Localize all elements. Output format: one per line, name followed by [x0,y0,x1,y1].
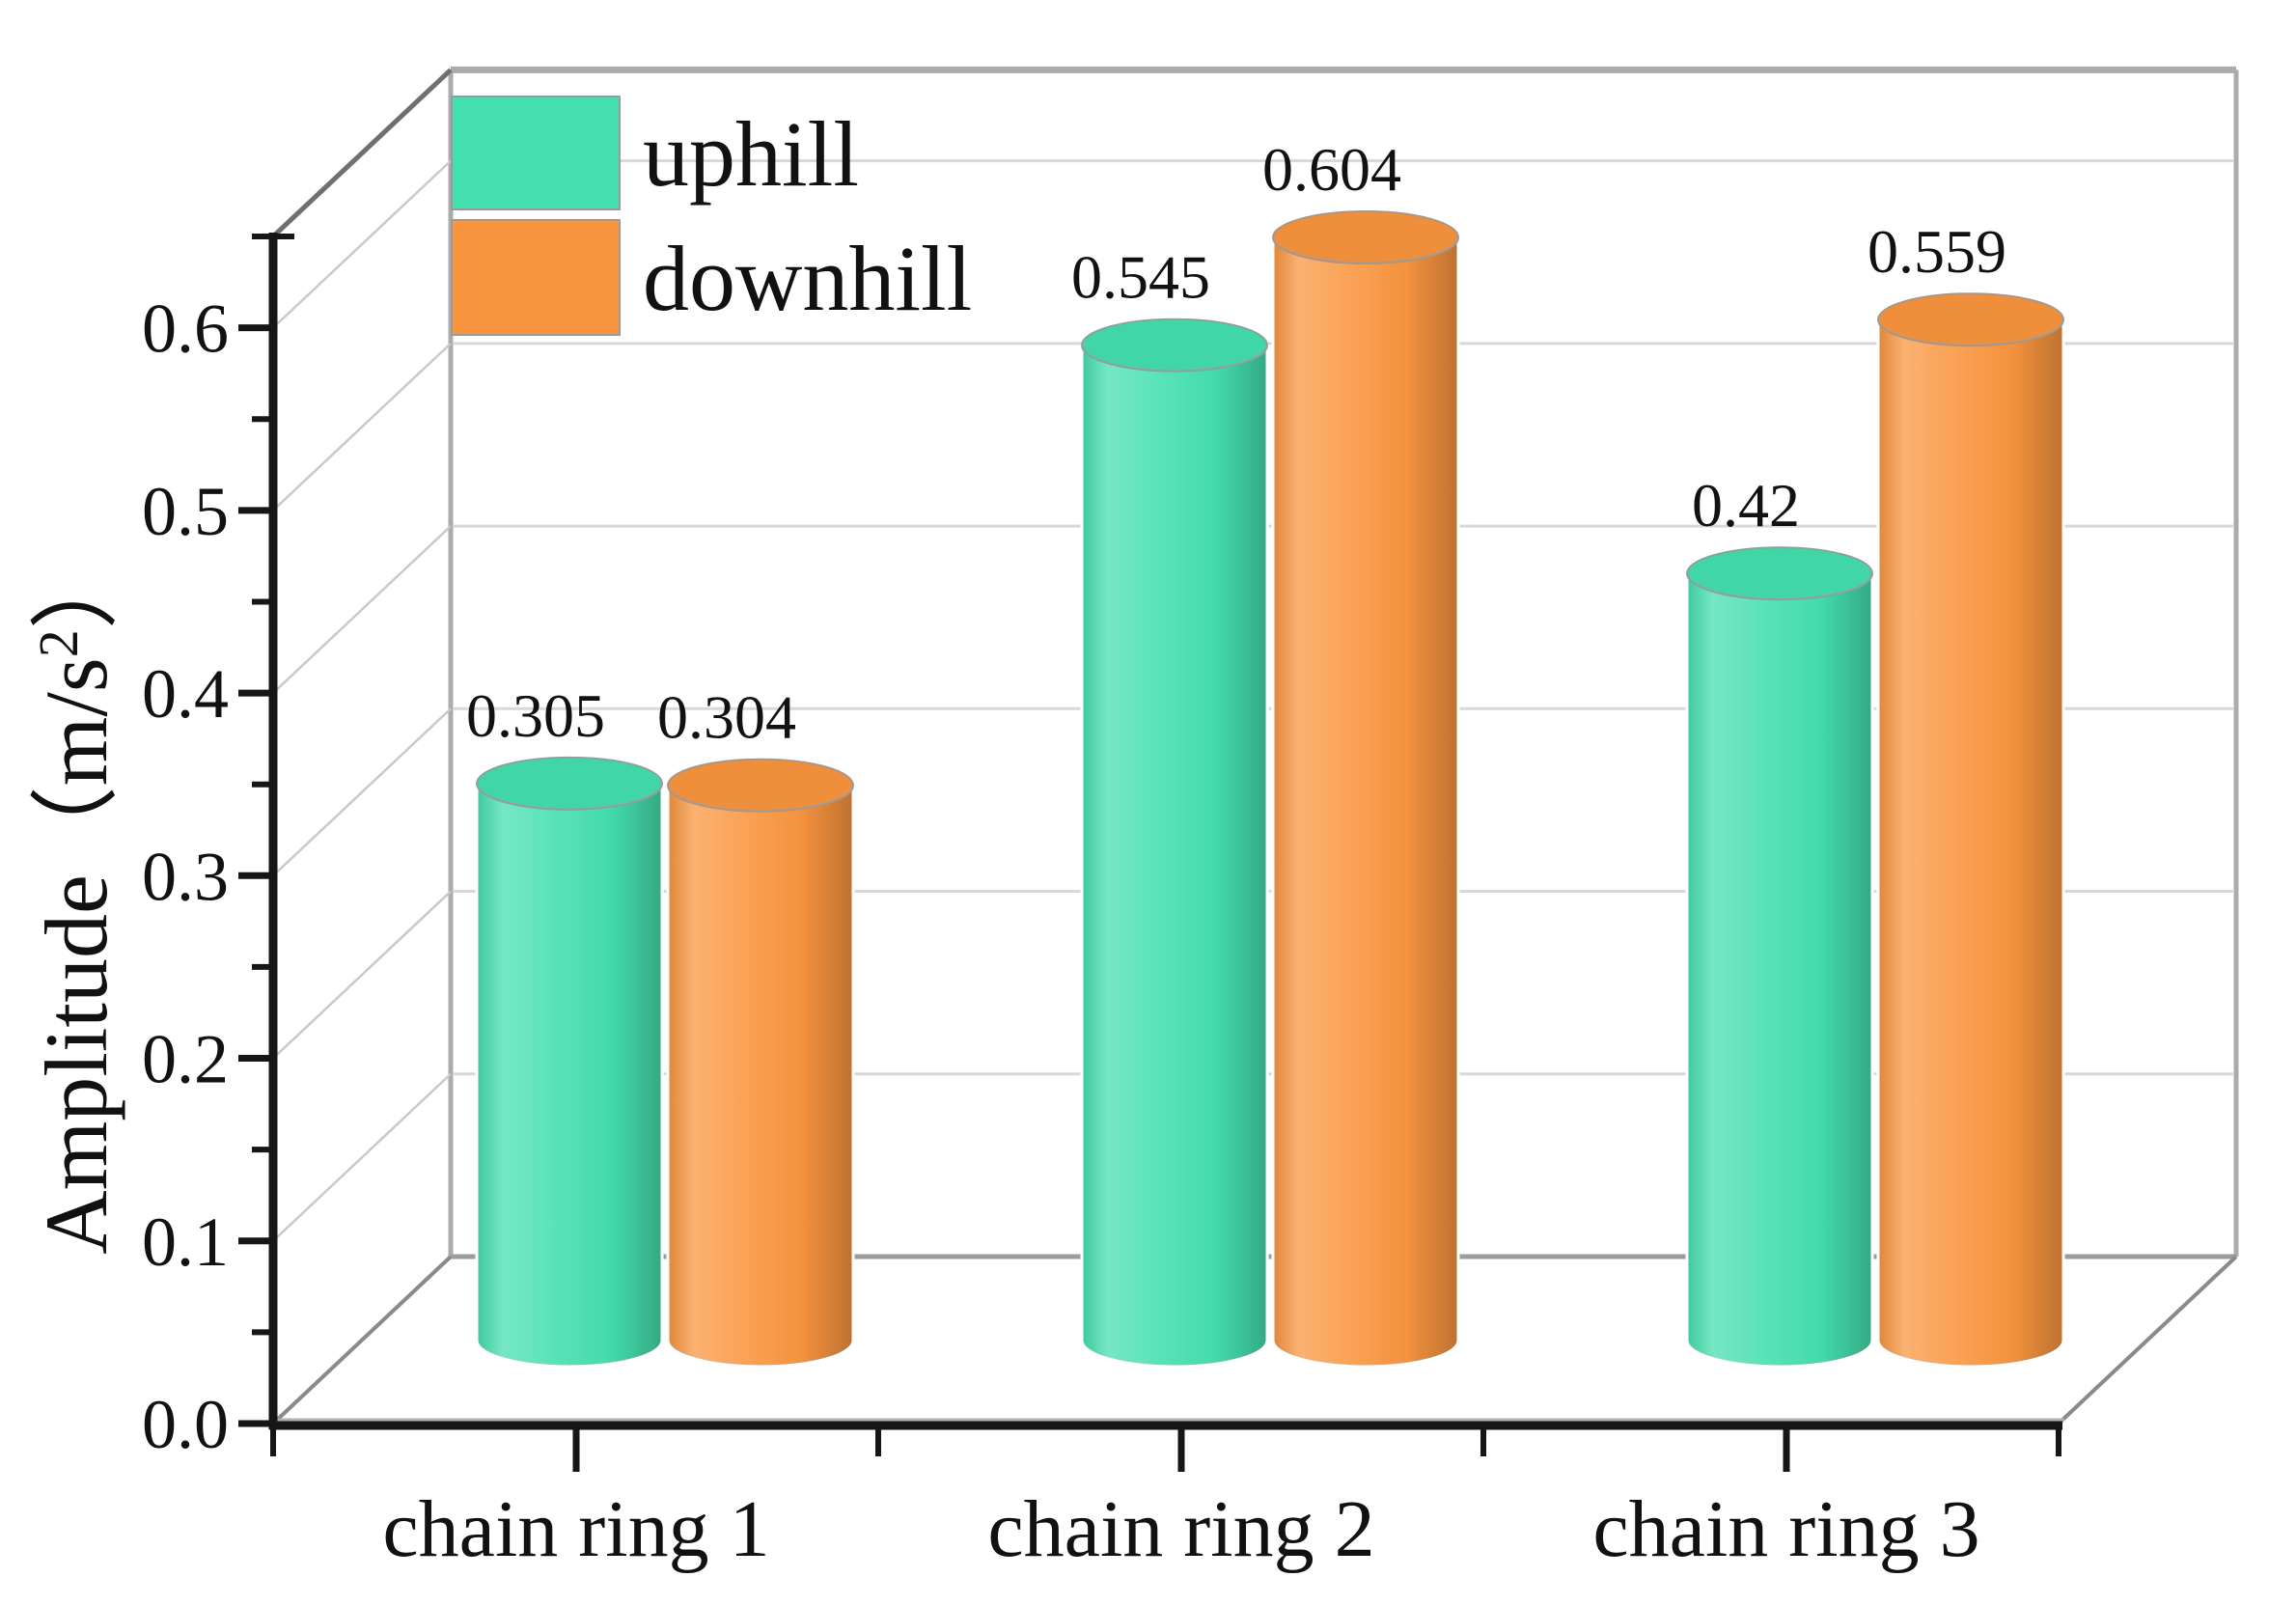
cylinder-top-downhill-1 [667,758,854,813]
value-label-uphill-3: 0.42 [1692,471,1800,540]
cylinder-top-downhill-3 [1877,292,2064,347]
perspective-line [272,342,452,512]
axes-layer [238,233,2062,1472]
perspective-line [272,1072,452,1242]
legend-label-downhill: downhill [643,227,972,330]
legend-swatch-downhill [451,219,621,336]
y-tick-label: 0.1 [142,1204,229,1281]
cylinder-bar-uphill-1 [475,782,664,1369]
legend-label-uphill: uphill [643,102,859,206]
cylinder-bar-downhill-2 [1271,235,1460,1369]
labels-layer: 0.304 0.305 0.604 0.545 0.559 0.42 0.0 0.1 0.2 0.… [142,135,2006,1574]
perspective-line [272,525,452,694]
y-tick-label: 0.2 [142,1021,229,1098]
box-top-left-edge [271,68,453,238]
y-axis-title: Amplitude（m/s2） [27,540,125,1254]
value-label-downhill-1: 0.304 [657,683,796,752]
perspective-line [272,159,452,329]
y-tick-label: 0.3 [142,838,229,915]
perspective-line [272,707,452,877]
cylinder-bar-uphill-2 [1080,344,1269,1369]
perspective-line [272,890,452,1060]
cylinder-bar-downhill-3 [1876,318,2065,1369]
y-tick-label: 0.6 [142,291,229,368]
cylinder-top-uphill-2 [1081,318,1268,373]
x-category-label: chain ring 1 [382,1484,769,1574]
value-label-uphill-2: 0.545 [1071,243,1210,312]
value-label-downhill-3: 0.559 [1867,217,2006,286]
y-tick-label: 0.0 [142,1386,229,1463]
box-bottom-left-edge [271,1255,453,1425]
bars-layer [475,210,2065,1369]
legend: uphill downhill [451,96,972,336]
cylinder-top-uphill-1 [476,756,663,811]
cylinder-top-uphill-3 [1686,546,1873,601]
x-category-label: chain ring 3 [1592,1484,1979,1574]
cylinder-top-downhill-2 [1272,210,1459,265]
value-label-uphill-1: 0.305 [466,681,605,750]
legend-swatch-uphill [451,96,621,210]
y-tick-label: 0.4 [142,655,229,733]
x-category-label: chain ring 2 [987,1484,1374,1574]
value-label-downhill-2: 0.604 [1262,135,1401,204]
cylinder-bar-uphill-3 [1685,571,1874,1369]
box-bottom-right-edge [2057,1255,2238,1425]
cylinder-bar-downhill-1 [666,784,855,1369]
y-tick-label: 0.5 [142,473,229,550]
